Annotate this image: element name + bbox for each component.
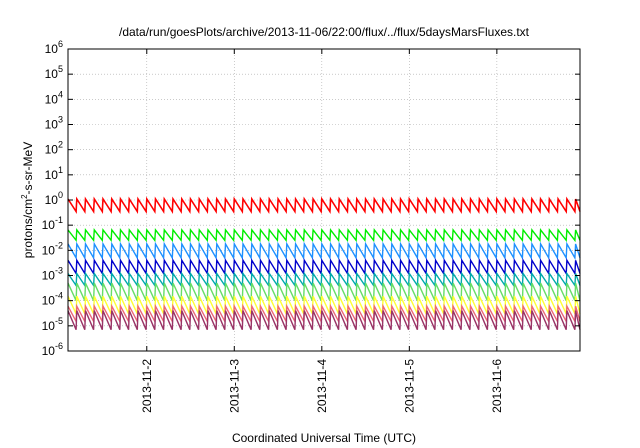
y-tick-label: 101 <box>45 165 63 182</box>
chart-title: /data/run/goesPlots/archive/2013-11-06/2… <box>119 25 530 39</box>
y-tick-label-base: 10 <box>45 118 59 132</box>
y-tick-label-base: 10 <box>45 67 59 81</box>
y-tick-label-exp: 3 <box>58 115 63 125</box>
y-tick-label-exp: 6 <box>58 39 63 49</box>
flux-series-line <box>67 196 581 215</box>
series-lines <box>67 196 581 330</box>
y-tick-label-exp: 4 <box>58 89 63 99</box>
y-tick-label-exp: -5 <box>55 316 63 326</box>
y-tick-label-exp: -6 <box>55 341 63 351</box>
flux-series-line <box>67 257 581 276</box>
y-tick-label-exp: -2 <box>55 240 63 250</box>
flux-series-line <box>67 282 581 301</box>
y-tick-label-base: 10 <box>42 294 56 308</box>
y-tick-label: 102 <box>45 140 63 157</box>
y-tick-label-base: 10 <box>45 92 59 106</box>
x-tick-label: 2013-11-5 <box>402 359 416 413</box>
y-tick-label-exp: 1 <box>58 165 63 175</box>
y-tick-label: 103 <box>45 115 63 132</box>
y-tick-label: 10-1 <box>42 215 63 232</box>
x-axis: 2013-11-2 2013-11-3 2013-11-4 2013-11-5 2013… <box>140 49 504 413</box>
y-tick-label-base: 10 <box>42 269 56 283</box>
y-tick-label-base: 10 <box>42 344 56 358</box>
flux-series-line <box>67 310 581 330</box>
y-tick-label: 10-4 <box>42 291 63 308</box>
y-tick-label-base: 10 <box>42 218 56 232</box>
y-tick-label-base: 10 <box>42 243 56 257</box>
y-tick-label: 10-3 <box>42 266 63 283</box>
y-tick-label-exp: 2 <box>58 140 63 150</box>
y-tick-label: 100 <box>45 190 63 207</box>
y-tick-label: 10-6 <box>42 341 63 358</box>
flux-series-line <box>67 228 581 243</box>
y-axis-label: protons/cm2-s-sr-MeV <box>20 142 35 258</box>
y-tick-label-exp: 5 <box>58 64 63 74</box>
y-tick-label-base: 10 <box>45 168 59 182</box>
y-tick-label: 105 <box>45 64 63 81</box>
flux-series-line <box>67 271 581 288</box>
y-tick-label-exp: 0 <box>58 190 63 200</box>
x-tick-label: 2013-11-3 <box>227 359 241 413</box>
y-axis-label-sup: 2 <box>20 194 29 199</box>
x-tick-label: 2013-11-6 <box>490 359 504 413</box>
y-tick-label: 10-2 <box>42 240 63 257</box>
grid <box>68 49 580 351</box>
y-axis-label-rest: -s-sr-MeV <box>21 142 35 195</box>
x-axis-label: Coordinated Universal Time (UTC) <box>232 431 416 445</box>
x-tick-label: 2013-11-2 <box>140 359 154 413</box>
y-tick-label: 10-5 <box>42 316 63 333</box>
y-tick-label-base: 10 <box>45 42 59 56</box>
y-tick-label: 104 <box>45 89 63 106</box>
y-tick-label-exp: -4 <box>55 291 63 301</box>
flux-series-line <box>67 241 581 261</box>
x-tick-label: 2013-11-4 <box>315 359 329 413</box>
y-tick-label: 106 <box>45 39 63 56</box>
y-tick-label-exp: -1 <box>55 215 63 225</box>
y-axis: 10610510410310210110010-110-210-310-410-… <box>42 39 580 358</box>
y-tick-label-base: 10 <box>42 319 56 333</box>
y-axis-label-base: protons/cm <box>21 199 35 258</box>
y-tick-label-base: 10 <box>45 193 59 207</box>
y-tick-label-base: 10 <box>45 143 59 157</box>
y-tick-label-exp: -3 <box>55 266 63 276</box>
